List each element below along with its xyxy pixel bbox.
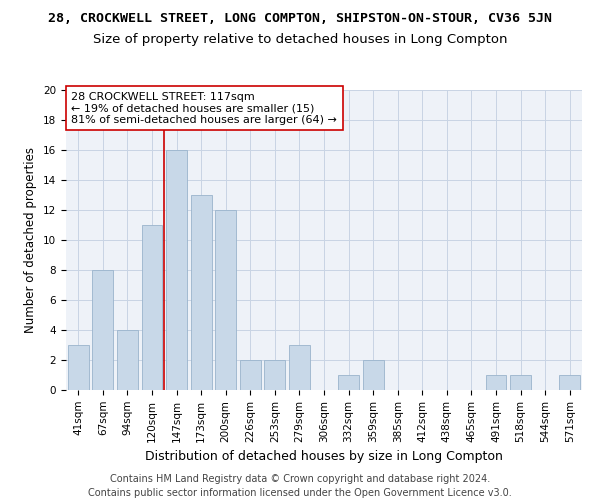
- Text: 28, CROCKWELL STREET, LONG COMPTON, SHIPSTON-ON-STOUR, CV36 5JN: 28, CROCKWELL STREET, LONG COMPTON, SHIP…: [48, 12, 552, 26]
- X-axis label: Distribution of detached houses by size in Long Compton: Distribution of detached houses by size …: [145, 450, 503, 463]
- Bar: [191, 195, 212, 390]
- Bar: [485, 375, 506, 390]
- Bar: [362, 360, 383, 390]
- Bar: [166, 150, 187, 390]
- Bar: [142, 225, 163, 390]
- Bar: [92, 270, 113, 390]
- Bar: [240, 360, 261, 390]
- Bar: [68, 345, 89, 390]
- Text: Size of property relative to detached houses in Long Compton: Size of property relative to detached ho…: [93, 32, 507, 46]
- Bar: [117, 330, 138, 390]
- Text: Contains HM Land Registry data © Crown copyright and database right 2024.
Contai: Contains HM Land Registry data © Crown c…: [88, 474, 512, 498]
- Bar: [289, 345, 310, 390]
- Bar: [510, 375, 531, 390]
- Text: 28 CROCKWELL STREET: 117sqm
← 19% of detached houses are smaller (15)
81% of sem: 28 CROCKWELL STREET: 117sqm ← 19% of det…: [71, 92, 337, 124]
- Bar: [559, 375, 580, 390]
- Bar: [338, 375, 359, 390]
- Bar: [265, 360, 286, 390]
- Y-axis label: Number of detached properties: Number of detached properties: [25, 147, 37, 333]
- Bar: [215, 210, 236, 390]
